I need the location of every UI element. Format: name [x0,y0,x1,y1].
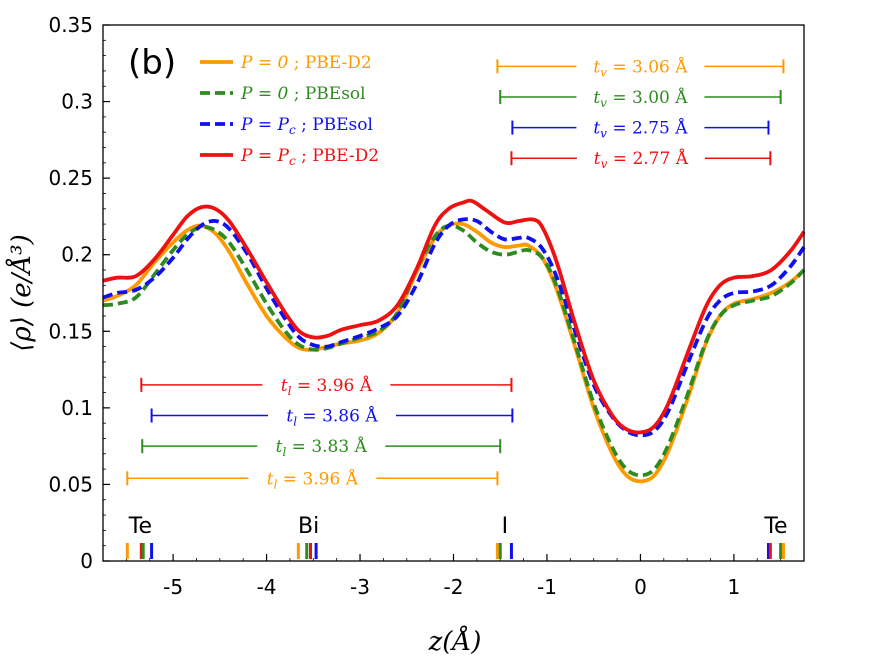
thickness-annotations: tv = 3.06 Å tv = 3.00 Å tv = 2.75 Å tv = 2.… [126,56,785,491]
x-tick-label: -5 [163,575,183,599]
legend-label: P = 0 ; PBEsol [240,84,366,104]
y-tick-label: 0.2 [61,243,93,267]
tl-annotation-label: tl = 3.96 Å [267,468,359,491]
atom-label: I [502,514,509,539]
series-lines [102,198,806,484]
panel-label: (b) [128,43,176,83]
plot-background [103,25,804,561]
x-tick-label: -2 [444,575,464,599]
atom-label: Bi [298,514,319,539]
y-axis-ticks: 0 0.05 0.1 0.15 0.2 0.25 0.3 0.35 [48,13,110,573]
legend: P = 0 ; PBE-D2 P = 0 ; PBEsol P = Pc ; PBE… [200,53,379,168]
series-p0-pbe-d2 [102,221,806,484]
y-tick-label: 0 [80,549,93,573]
legend-label: P = Pc ; PBEsol [240,115,373,137]
x-axis-title: z(Å) [428,625,482,657]
atom-label: Te [763,514,787,539]
x-tick-label: 0 [634,575,647,599]
y-tick-label: 0.35 [48,13,93,37]
y-tick-label: 0.25 [48,166,93,190]
y-tick-label: 0.05 [48,472,93,496]
series-p0-pbesol [102,223,806,478]
x-tick-label: -3 [350,575,370,599]
series-pc-pbesol [102,217,806,438]
tv-annotation-label: tv = 3.06 Å [593,56,688,79]
y-tick-label: 0.1 [61,396,93,420]
tv-annotation-label: tv = 3.00 Å [593,87,688,110]
x-tick-label: -1 [537,575,557,599]
x-tick-label: 1 [728,575,741,599]
tv-annotation-label: tv = 2.75 Å [593,118,688,141]
tl-annotation-label: tl = 3.96 Å [281,375,373,398]
tl-annotation-label: tl = 3.83 Å [276,436,368,459]
atom-label: Te [128,514,152,539]
y-tick-label: 0.3 [61,90,93,114]
atom-position-markers: Te Bi I Te [125,514,788,559]
legend-label: P = Pc ; PBE-D2 [240,146,379,168]
series-pc-pbe-d2 [102,198,806,435]
y-tick-label: 0.15 [48,319,93,343]
x-axis-ticks: -5 -4 -3 -2 -1 0 1 [163,554,740,599]
y-axis-title: ⟨ρ⟩ (e/Å³) [5,234,37,351]
tv-annotation-label: tv = 2.77 Å [594,148,689,171]
legend-label: P = 0 ; PBE-D2 [240,53,372,73]
tl-annotation-label: tl = 3.86 Å [286,406,378,429]
x-tick-label: -4 [257,575,277,599]
